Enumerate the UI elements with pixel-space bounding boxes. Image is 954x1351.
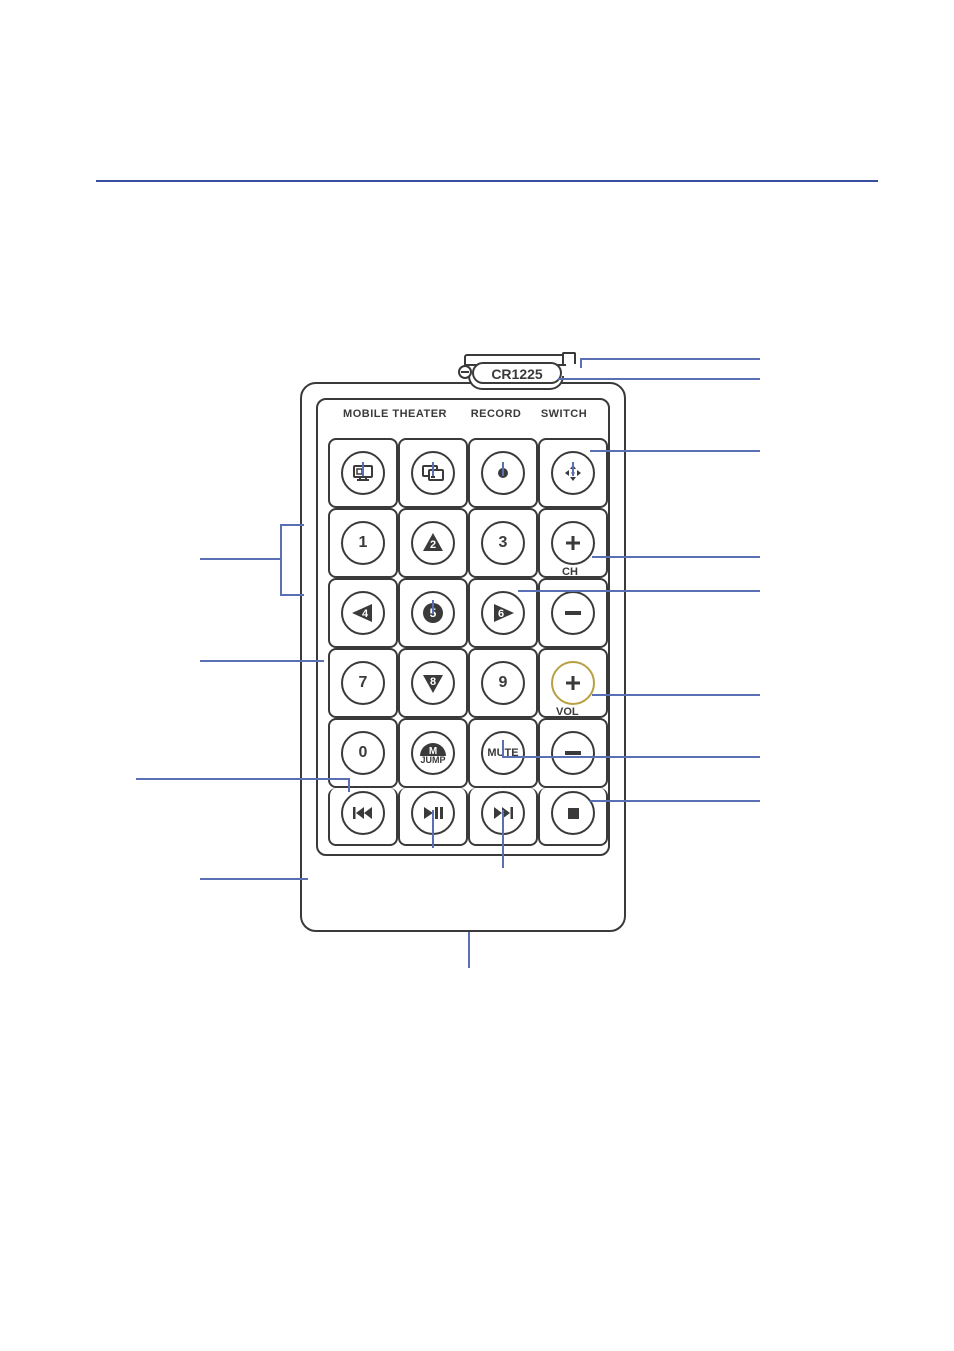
cell-jump: M JUMP xyxy=(398,718,468,788)
leader xyxy=(136,778,348,780)
button-panel: MOBILE THEATER RECORD SWITCH xyxy=(316,398,610,856)
leader xyxy=(468,932,470,968)
leader xyxy=(200,878,308,880)
battery-model-label: CR1225 xyxy=(472,362,562,384)
num-4-button[interactable]: 4 xyxy=(341,591,385,635)
battery-tab: CR1225 xyxy=(458,354,578,388)
num-9-button[interactable]: 9 xyxy=(481,661,525,705)
leader-numbers-bracket xyxy=(280,524,282,594)
num-7-button[interactable]: 7 xyxy=(341,661,385,705)
header-rule xyxy=(96,180,878,182)
leader xyxy=(280,594,304,596)
jump-button[interactable]: M JUMP xyxy=(411,731,455,775)
cell-6: 6 xyxy=(468,578,538,648)
svg-text:M: M xyxy=(429,746,437,756)
battery-screw-icon xyxy=(458,365,472,379)
ch-down-button[interactable] xyxy=(551,591,595,635)
leader-tick xyxy=(432,462,434,476)
prev-icon xyxy=(353,807,373,819)
header-labels: MOBILE THEATER RECORD SWITCH xyxy=(328,408,598,430)
svg-text:4: 4 xyxy=(362,608,369,620)
leader-tick xyxy=(572,462,574,476)
leader xyxy=(592,556,760,558)
stop-button[interactable] xyxy=(551,791,595,835)
leader-tick xyxy=(580,358,582,368)
cell-1: 1 xyxy=(328,508,398,578)
cell-vol-down xyxy=(538,718,608,788)
prev-track-button[interactable] xyxy=(341,791,385,835)
ch-up-button[interactable] xyxy=(551,521,595,565)
svg-text:8: 8 xyxy=(430,676,436,688)
svg-text:6: 6 xyxy=(498,608,504,620)
m-oval-icon: M xyxy=(418,742,448,756)
minus-icon xyxy=(565,751,581,755)
jump-label: JUMP xyxy=(420,756,445,765)
cell-7: 7 xyxy=(328,648,398,718)
leader-tick xyxy=(502,462,504,476)
leader-tick xyxy=(502,810,504,868)
num-8-button[interactable]: 8 xyxy=(411,661,455,705)
plus-icon xyxy=(565,675,581,691)
vol-up-button[interactable] xyxy=(551,661,595,705)
leader xyxy=(590,450,760,452)
cell-8: 8 xyxy=(398,648,468,718)
header-mobile-theater: MOBILE THEATER xyxy=(328,408,462,430)
leader xyxy=(502,756,760,758)
cell-4: 4 xyxy=(328,578,398,648)
leader xyxy=(200,558,280,560)
num-2-button[interactable]: 2 xyxy=(411,521,455,565)
remote-diagram: CR1225 MOBILE THEATER RECORD SWITCH xyxy=(300,358,626,932)
num-0-button[interactable]: 0 xyxy=(341,731,385,775)
num-6-button[interactable]: 6 xyxy=(481,591,525,635)
leader xyxy=(590,800,760,802)
leader-tick xyxy=(348,778,350,792)
cell-9: 9 xyxy=(468,648,538,718)
cell-3: 3 xyxy=(468,508,538,578)
cell-2: 2 xyxy=(398,508,468,578)
leader-tick xyxy=(362,462,364,476)
plus-icon xyxy=(565,535,581,551)
left-4-icon: 4 xyxy=(350,601,376,625)
cell-ch-down xyxy=(538,578,608,648)
leader-tick xyxy=(502,740,504,756)
stop-icon xyxy=(568,808,579,819)
leader xyxy=(518,590,760,592)
vol-label: VOL xyxy=(556,706,579,718)
vol-down-button[interactable] xyxy=(551,731,595,775)
leader-tick xyxy=(432,810,434,848)
leader xyxy=(280,524,304,526)
cell-prev xyxy=(328,788,398,846)
svg-text:2: 2 xyxy=(430,539,436,551)
num-3-button[interactable]: 3 xyxy=(481,521,525,565)
leader xyxy=(200,660,324,662)
num-1-button[interactable]: 1 xyxy=(341,521,385,565)
down-8-icon: 8 xyxy=(420,671,446,695)
up-2-icon: 2 xyxy=(420,531,446,555)
cell-stop xyxy=(538,788,608,846)
leader xyxy=(558,378,760,380)
leader xyxy=(580,358,760,360)
minus-icon xyxy=(565,611,581,615)
right-6-icon: 6 xyxy=(490,601,516,625)
leader xyxy=(592,694,760,696)
ch-label: CH xyxy=(562,566,578,578)
header-record: RECORD xyxy=(462,408,530,430)
leader-tick xyxy=(432,600,434,614)
header-switch: SWITCH xyxy=(530,408,598,430)
remote-body: MOBILE THEATER RECORD SWITCH xyxy=(300,382,626,932)
